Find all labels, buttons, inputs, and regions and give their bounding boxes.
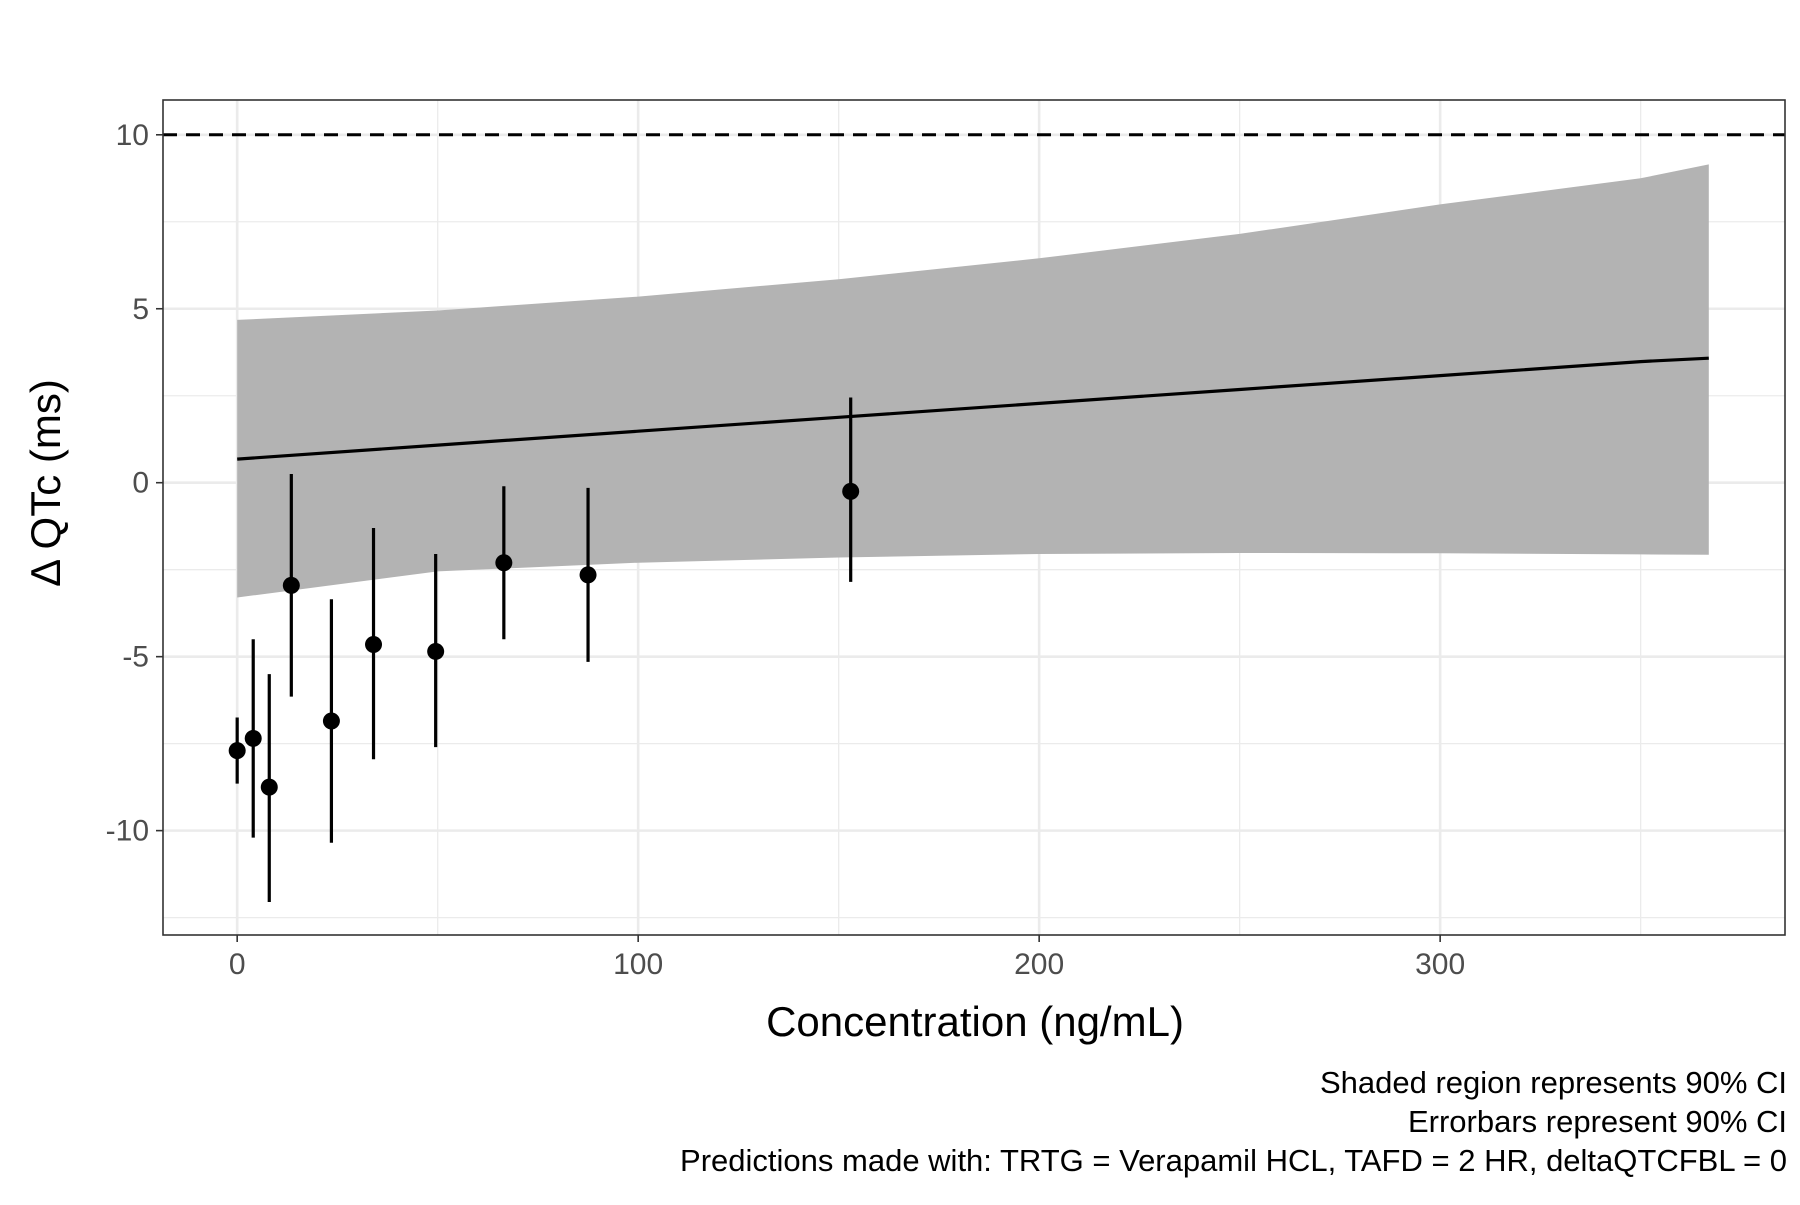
x-tick-label: 300 bbox=[1415, 948, 1465, 981]
data-point bbox=[282, 576, 300, 594]
data-point bbox=[322, 712, 340, 730]
data-point bbox=[579, 566, 597, 584]
x-tick-label: 0 bbox=[229, 948, 246, 981]
x-tick-label: 100 bbox=[613, 948, 663, 981]
caption-shaded-region: Shaded region represents 90% CI bbox=[1320, 1065, 1787, 1100]
y-tick-label: 10 bbox=[116, 119, 149, 152]
y-tick-label: -5 bbox=[122, 641, 149, 674]
x-axis-title: Concentration (ng/mL) bbox=[766, 998, 1184, 1045]
data-point bbox=[260, 778, 278, 796]
observed-points-group bbox=[228, 482, 860, 796]
confidence-band bbox=[237, 164, 1709, 598]
data-point bbox=[365, 635, 383, 653]
panel-border-group bbox=[162, 99, 1786, 936]
x-tick-label: 200 bbox=[1014, 948, 1064, 981]
y-axis-title: Δ QTc (ms) bbox=[22, 379, 69, 587]
prediction-line-group bbox=[237, 356, 1709, 461]
y-tick-label: 0 bbox=[132, 467, 149, 500]
data-point bbox=[495, 554, 513, 572]
data-point bbox=[244, 729, 262, 747]
y-axis: -10 -5 0 5 10 bbox=[106, 119, 163, 848]
data-point bbox=[228, 742, 246, 760]
prediction-line bbox=[237, 356, 1709, 461]
caption-predictions: Predictions made with: TRTG = Verapamil … bbox=[680, 1143, 1787, 1178]
data-point bbox=[842, 482, 860, 500]
y-tick-label: -10 bbox=[106, 815, 149, 848]
caption-errorbars: Errorbars represent 90% CI bbox=[1408, 1104, 1787, 1139]
data-point bbox=[427, 642, 445, 660]
x-axis: 0 100 200 300 bbox=[229, 935, 1465, 981]
panel-border bbox=[162, 99, 1786, 936]
y-tick-label: 5 bbox=[132, 293, 149, 326]
confidence-band-group bbox=[237, 164, 1709, 598]
